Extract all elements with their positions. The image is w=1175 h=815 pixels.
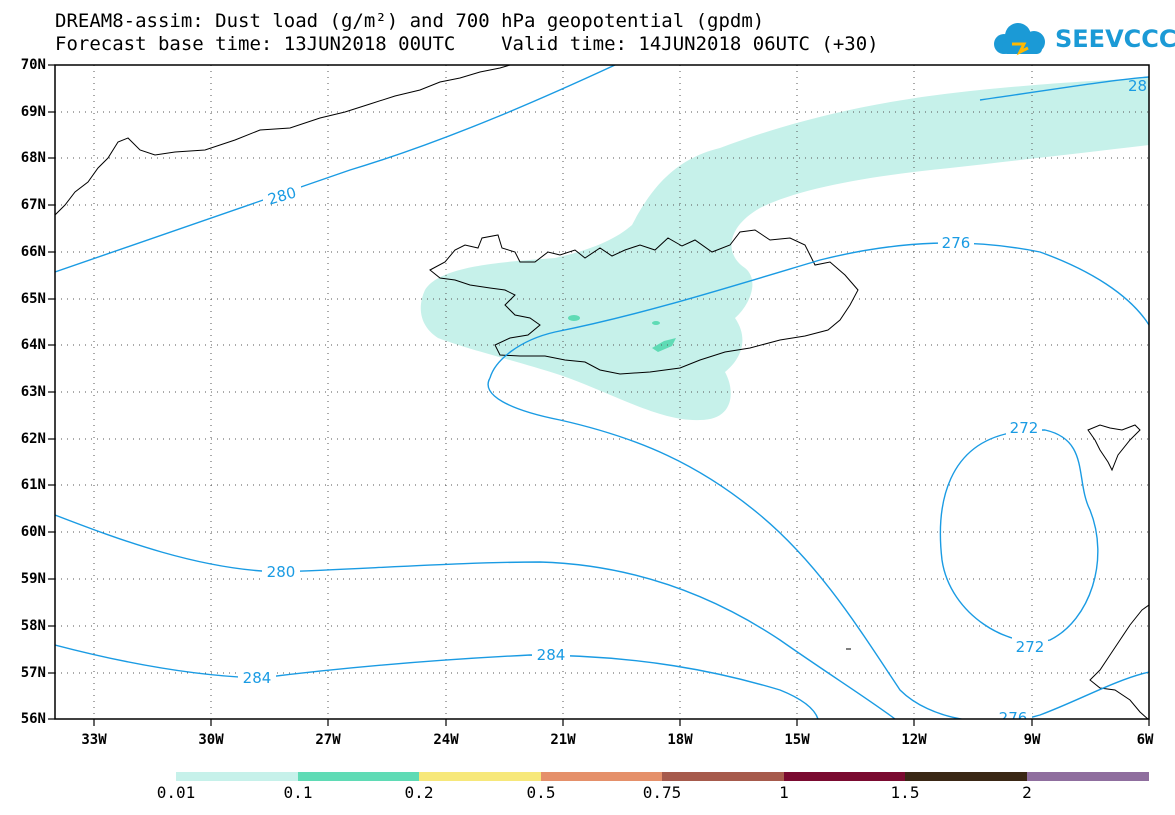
lat-label: 63N xyxy=(20,384,46,400)
lat-label: 68N xyxy=(20,150,46,166)
colorbar-swatch xyxy=(662,772,784,781)
contour-label: 276 xyxy=(999,709,1028,727)
lon-label: 27W xyxy=(315,732,341,748)
lon-label: 15W xyxy=(784,732,810,748)
contour-276-upper xyxy=(489,242,1149,379)
lon-label: 21W xyxy=(550,732,576,748)
lat-label: 61N xyxy=(20,477,46,493)
lon-label: 24W xyxy=(433,732,459,748)
colorbar-swatch xyxy=(541,772,662,781)
contour-label: 284 xyxy=(537,646,566,664)
lat-label: 69N xyxy=(20,104,46,120)
lon-label: 9W xyxy=(1023,732,1041,748)
colorbar-label: 1.5 xyxy=(890,783,920,802)
cloud-icon xyxy=(994,23,1045,56)
contour-272-loop xyxy=(939,429,1099,643)
lat-label: 64N xyxy=(20,337,46,353)
geopotential-contours xyxy=(55,65,1149,719)
colorbar-swatch xyxy=(419,772,541,781)
colorbar-swatch xyxy=(1027,772,1149,781)
colorbar-label: 0.5 xyxy=(526,783,556,802)
coastline xyxy=(55,65,1149,719)
lon-label: 30W xyxy=(198,732,224,748)
contour-28-northeast xyxy=(979,76,1149,101)
colorbar-swatch xyxy=(298,772,419,781)
axis-ticks xyxy=(48,64,1150,726)
lat-label: 66N xyxy=(20,244,46,260)
contour-276-lower xyxy=(487,377,1149,719)
colorbar-label: 0.75 xyxy=(642,783,682,802)
contour-280-south xyxy=(55,514,896,719)
contour-label: 272 xyxy=(1010,419,1039,437)
map-title: DREAM8-assim: Dust load (g/m²) and 700 h… xyxy=(55,10,765,32)
contour-280-north xyxy=(55,65,616,273)
lat-label: 70N xyxy=(20,57,46,73)
dust-region xyxy=(420,78,1149,421)
lon-label: 6W xyxy=(1136,732,1154,748)
contour-label: 28 xyxy=(1128,77,1147,95)
lat-label: 58N xyxy=(20,618,46,634)
contour-label: 280 xyxy=(267,563,296,581)
contour-label: 272 xyxy=(1016,638,1045,656)
colorbar-swatch xyxy=(905,772,1027,781)
dust-patch xyxy=(652,321,660,325)
lon-label: 33W xyxy=(81,732,107,748)
lat-label: 62N xyxy=(20,431,46,447)
graticule xyxy=(55,65,1149,719)
contour-label: 276 xyxy=(942,234,971,252)
dust-patch xyxy=(652,338,676,352)
dust-patch xyxy=(568,315,580,321)
colorbar-swatch xyxy=(784,772,905,781)
logo-text: SEEVCCC xyxy=(1055,25,1175,53)
lat-label: 56N xyxy=(20,711,46,727)
colorbar-swatch xyxy=(176,772,298,781)
map-subtitle: Forecast base time: 13JUN2018 00UTC Vali… xyxy=(55,33,879,55)
lat-label: 67N xyxy=(20,197,46,213)
lon-label: 12W xyxy=(901,732,927,748)
lat-label: 60N xyxy=(20,524,46,540)
lat-label: 57N xyxy=(20,665,46,681)
colorbar-label: 0.1 xyxy=(283,783,313,802)
colorbar-label: 0.01 xyxy=(156,783,196,802)
colorbar-label: 2 xyxy=(1022,783,1032,802)
lat-label: 65N xyxy=(20,291,46,307)
lon-label: 18W xyxy=(667,732,693,748)
colorbar-label: 0.2 xyxy=(404,783,434,802)
contour-284 xyxy=(55,644,819,719)
contour-label: 284 xyxy=(243,669,272,687)
colorbar-label: 1 xyxy=(779,783,789,802)
lat-label: 59N xyxy=(20,571,46,587)
